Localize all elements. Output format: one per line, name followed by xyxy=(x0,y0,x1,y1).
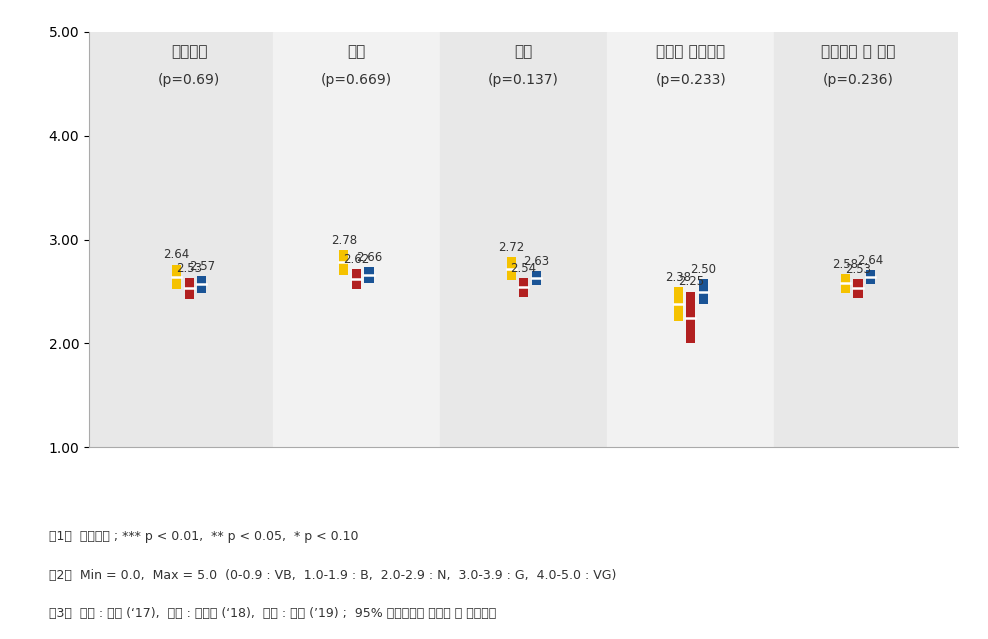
Bar xyxy=(440,32,608,447)
Text: (p=0.69): (p=0.69) xyxy=(158,73,220,88)
FancyBboxPatch shape xyxy=(519,278,529,296)
Text: 2.25: 2.25 xyxy=(678,275,703,288)
Text: 2.64: 2.64 xyxy=(858,254,883,266)
Text: 2.57: 2.57 xyxy=(189,260,214,273)
Text: 주3␧  노랑 : 최초 (‘17),  빨강 : 직전년 (‘18),  파랑 : 당해 (’19) ;  95% 신뢰구간의 상하한 및 응답평균: 주3␧ 노랑 : 최초 (‘17), 빨강 : 직전년 (‘18), 파랑 : … xyxy=(49,607,497,620)
FancyBboxPatch shape xyxy=(172,265,182,289)
Text: 2.63: 2.63 xyxy=(523,255,549,268)
FancyBboxPatch shape xyxy=(339,250,349,275)
Text: (p=0.669): (p=0.669) xyxy=(321,73,392,88)
Text: 주2␧  Min = 0.0,  Max = 5.0  (0-0.9 : VB,  1.0-1.9 : B,  2.0-2.9 : N,  3.0-3.9 : : 주2␧ Min = 0.0, Max = 5.0 (0-0.9 : VB, 1.… xyxy=(49,569,617,581)
Text: 2.78: 2.78 xyxy=(331,234,357,247)
Text: (p=0.233): (p=0.233) xyxy=(655,73,726,88)
FancyBboxPatch shape xyxy=(532,271,540,285)
Text: 공학: 공학 xyxy=(515,45,533,59)
Text: 2.53: 2.53 xyxy=(176,262,203,275)
Bar xyxy=(608,32,775,447)
Bar xyxy=(775,32,958,447)
FancyBboxPatch shape xyxy=(854,279,863,298)
FancyBboxPatch shape xyxy=(365,266,373,283)
FancyBboxPatch shape xyxy=(866,270,875,284)
Text: 2.66: 2.66 xyxy=(356,250,382,263)
Text: 인간과 과학기술: 인간과 과학기술 xyxy=(656,45,725,59)
FancyBboxPatch shape xyxy=(352,269,361,289)
FancyBboxPatch shape xyxy=(687,291,696,344)
Text: 2.53: 2.53 xyxy=(845,263,871,276)
Text: 2.72: 2.72 xyxy=(498,241,525,254)
Text: 2.64: 2.64 xyxy=(164,249,190,261)
FancyBboxPatch shape xyxy=(198,276,206,293)
Bar xyxy=(89,32,273,447)
Text: 2.58: 2.58 xyxy=(833,258,859,271)
Text: 주1␧  전년대비 ; *** p < 0.01,  ** p < 0.05,  * p < 0.10: 주1␧ 전년대비 ; *** p < 0.01, ** p < 0.05, * … xyxy=(49,530,359,543)
FancyBboxPatch shape xyxy=(674,288,683,321)
Text: 생명: 생명 xyxy=(348,45,366,59)
Text: 2.38: 2.38 xyxy=(665,272,692,284)
Text: 사회과학 및 기타: 사회과학 및 기타 xyxy=(821,45,895,59)
Text: 2.54: 2.54 xyxy=(511,262,536,275)
FancyBboxPatch shape xyxy=(841,274,850,293)
Text: 2.62: 2.62 xyxy=(343,252,370,266)
Text: (p=0.137): (p=0.137) xyxy=(488,73,559,88)
FancyBboxPatch shape xyxy=(699,279,708,304)
FancyBboxPatch shape xyxy=(185,278,194,299)
Bar xyxy=(273,32,440,447)
FancyBboxPatch shape xyxy=(507,258,516,280)
Text: 2.50: 2.50 xyxy=(691,263,716,276)
Text: (p=0.236): (p=0.236) xyxy=(823,73,893,88)
Text: 자연과학: 자연과학 xyxy=(171,45,207,59)
